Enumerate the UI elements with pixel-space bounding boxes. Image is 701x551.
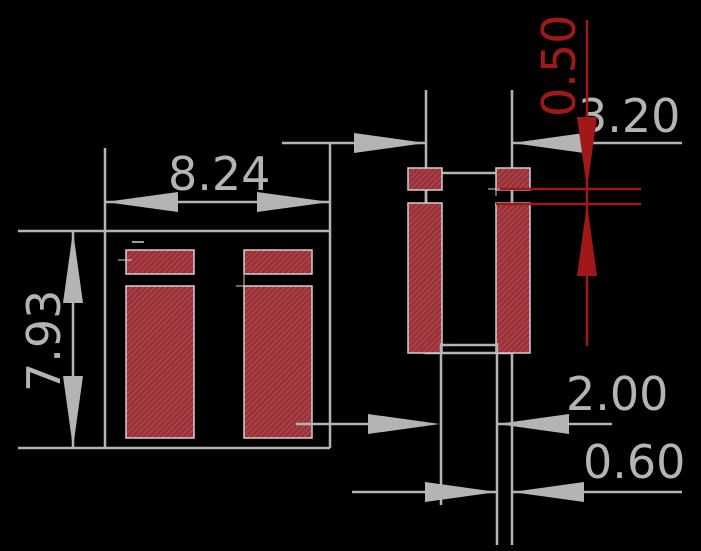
arrow-left-icon bbox=[105, 192, 178, 212]
arrow-right-icon bbox=[354, 133, 426, 153]
arrow-up-icon bbox=[63, 231, 83, 303]
dim-label-span: 3.20 bbox=[578, 89, 680, 143]
pad-4-small bbox=[495, 167, 531, 191]
pad-4-large bbox=[495, 202, 531, 354]
arrow-left-icon bbox=[497, 414, 569, 434]
pad-1-large bbox=[125, 285, 195, 439]
arrow-left-icon bbox=[512, 482, 584, 502]
pad-3-small bbox=[407, 167, 443, 191]
dim-label-height: 7.93 bbox=[17, 290, 71, 392]
dim-label-gap: 0.50 bbox=[532, 15, 586, 117]
arrow-left-icon bbox=[512, 133, 584, 153]
arrow-right-icon bbox=[425, 482, 497, 502]
arrow-right-icon bbox=[257, 192, 330, 212]
pad-2-large bbox=[243, 285, 313, 439]
arrow-down-icon bbox=[63, 376, 83, 448]
dim-label-padwidth: 2.00 bbox=[566, 367, 668, 421]
left-footprint: 8.24 7.93 bbox=[17, 143, 440, 450]
pad-2-small bbox=[243, 249, 313, 275]
pad-1-small bbox=[125, 249, 195, 275]
pad-3-large bbox=[407, 202, 443, 354]
arrow-down-icon bbox=[577, 117, 597, 189]
right-footprint: 3.20 2.00 0.60 0.50 bbox=[282, 15, 685, 545]
dim-label-padgap: 0.60 bbox=[583, 435, 685, 489]
dim-label-width: 8.24 bbox=[168, 147, 270, 201]
arrow-right-icon bbox=[368, 414, 440, 434]
arrow-up-icon bbox=[577, 204, 597, 276]
